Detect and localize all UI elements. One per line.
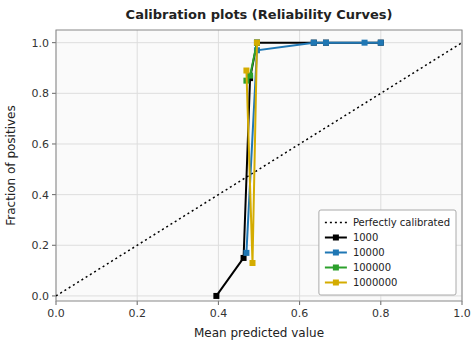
tick-label: 0.4 <box>210 307 228 320</box>
tick-label: 0.8 <box>32 87 50 100</box>
tick-label: 0.8 <box>372 307 390 320</box>
tick-mark <box>52 143 56 144</box>
legend-label: Perfectly calibrated <box>353 217 450 228</box>
grid-line <box>299 30 300 301</box>
tick-label: 1.0 <box>32 37 50 50</box>
legend-marker <box>333 250 339 256</box>
tick-mark <box>52 245 56 246</box>
tick-mark <box>56 301 57 305</box>
marker <box>243 68 249 74</box>
tick-label: 0.0 <box>47 307 65 320</box>
marker <box>323 40 329 46</box>
tick-label: 1.0 <box>453 307 471 320</box>
tick-mark <box>52 295 56 296</box>
title: Calibration plots (Reliability Curves) <box>126 7 393 22</box>
grid-line <box>218 30 219 301</box>
legend: Perfectly calibrated 1000 10000 100000 10000… <box>319 210 456 295</box>
marker <box>311 40 317 46</box>
tick-mark <box>52 93 56 94</box>
tick-mark <box>299 301 300 305</box>
marker <box>250 260 256 266</box>
grid-line <box>56 93 462 94</box>
marker <box>323 40 329 46</box>
marker <box>378 40 384 46</box>
grid-line <box>137 30 138 301</box>
marker <box>254 40 260 46</box>
legend-marker <box>333 280 339 286</box>
marker <box>254 40 260 46</box>
legend-marker <box>333 265 339 271</box>
plot-frame <box>56 30 462 301</box>
series-line <box>246 43 257 263</box>
tick-label: 0.4 <box>32 189 50 202</box>
axes: 0.0 0.2 0.4 0.6 0.8 1.0 0.0 0.2 0.4 0.6 0.8 1.0 <box>32 37 471 320</box>
tick-mark <box>52 42 56 43</box>
tick-mark <box>462 301 463 305</box>
legend-label: 100000 <box>353 262 391 273</box>
legend-label: 1000 <box>353 232 378 243</box>
marker <box>254 40 260 46</box>
legend-marker <box>333 235 339 241</box>
marker <box>243 250 249 256</box>
marker <box>311 40 317 46</box>
data-layer <box>56 40 462 299</box>
legend-label: 1000000 <box>353 277 398 288</box>
tick-mark <box>137 301 138 305</box>
grid-line <box>56 295 462 296</box>
tick-label: 0.2 <box>128 307 146 320</box>
marker <box>378 40 384 46</box>
tick-mark <box>218 301 219 305</box>
tick-label: 0.6 <box>291 307 309 320</box>
tick-mark <box>380 301 381 305</box>
legend-box <box>319 210 456 295</box>
x-axis-label: Mean predicted value <box>194 326 324 340</box>
tick-label: 0.0 <box>32 290 50 303</box>
tick-mark <box>52 194 56 195</box>
tick-label: 0.2 <box>32 239 50 252</box>
grid-line <box>56 194 462 195</box>
grid-line <box>56 143 462 144</box>
marker <box>213 293 219 299</box>
series-line <box>56 43 462 296</box>
chart: 0.0 0.2 0.4 0.6 0.8 1.0 0.0 0.2 0.4 0.6 0.8 1.0 Cali… <box>0 0 474 345</box>
marker <box>362 40 368 46</box>
grid <box>56 30 462 301</box>
legend-label: 10000 <box>353 247 385 258</box>
legend-swatch <box>325 222 347 224</box>
y-axis-label: Fraction of positives <box>4 105 18 225</box>
tick-label: 0.6 <box>32 138 50 151</box>
plot-background <box>56 30 462 301</box>
